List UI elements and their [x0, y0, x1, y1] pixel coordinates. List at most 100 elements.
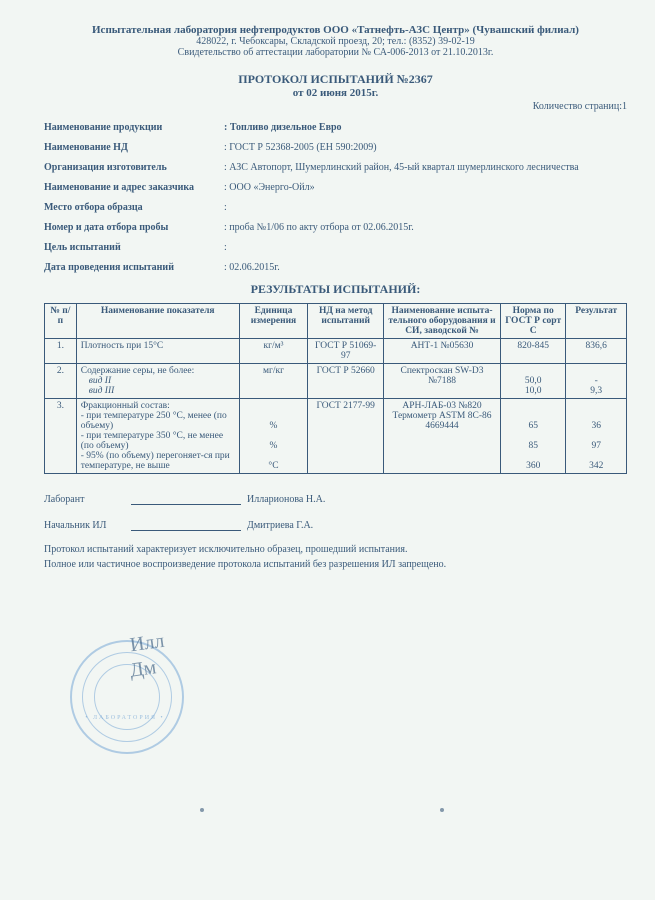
th-number: № п/п	[45, 304, 77, 339]
dot-icon	[200, 808, 204, 812]
field-label: Место отбора образца	[44, 202, 224, 213]
signature-name: Дмитриева Г.А.	[247, 520, 313, 531]
cell-norm: 820-845	[500, 339, 566, 364]
th-nd: НД на метод испытаний	[308, 304, 384, 339]
stamp-text: • ЛАБОРАТОРИЯ •	[70, 715, 180, 721]
field-customer: Наименование и адрес заказчика : ООО «Эн…	[44, 182, 627, 193]
field-nd: Наименование НД : ГОСТ Р 52368-2005 (ЕН …	[44, 142, 627, 153]
cell-text: °С	[268, 461, 278, 471]
stamp-icon	[70, 640, 184, 754]
field-test-date: Дата проведения испытаний : 02.06.2015г.	[44, 262, 627, 273]
signature-name: Илларионова Н.А.	[247, 494, 325, 505]
field-value: : АЗС Автопорт, Шумерлинский район, 45-ы…	[224, 162, 627, 173]
signature-role: Лаборант	[44, 494, 124, 505]
cell-res: 836,6	[566, 339, 627, 364]
cell-unit: % % °С	[239, 399, 308, 474]
cell-text: - 95% (по объему) перегоняет-ся при темп…	[81, 451, 230, 471]
cell-text: 65	[528, 421, 538, 431]
field-label: Наименование продукции	[44, 122, 224, 133]
cell-nd: ГОСТ 2177-99	[308, 399, 384, 474]
field-label: Номер и дата отбора пробы	[44, 222, 224, 233]
cell-name: Содержание серы, не более: вид II вид II…	[76, 364, 239, 399]
cell-text: 50,0	[525, 376, 542, 386]
cell-nd: ГОСТ Р 51069-97	[308, 339, 384, 364]
header-org: Испытательная лаборатория нефтепродуктов…	[44, 24, 627, 36]
cell-text: 97	[591, 441, 601, 451]
cell-text: Фракционный состав:	[81, 401, 170, 411]
cell-unit: мг/кг	[239, 364, 308, 399]
cell-name: Фракционный состав: - при температуре 25…	[76, 399, 239, 474]
header-certificate: Свидетельство об аттестации лаборатории …	[44, 47, 627, 58]
field-value: : проба №1/06 по акту отбора от 02.06.20…	[224, 222, 627, 233]
field-sample-number: Номер и дата отбора пробы : проба №1/06 …	[44, 222, 627, 233]
note-2: Полное или частичное воспроизведение про…	[44, 559, 627, 570]
note-1: Протокол испытаний характеризует исключи…	[44, 544, 627, 555]
field-value: : ГОСТ Р 52368-2005 (ЕН 590:2009)	[224, 142, 627, 153]
field-purpose: Цель испытаний :	[44, 242, 627, 253]
cell-text: 360	[526, 461, 540, 471]
field-label: Цель испытаний	[44, 242, 224, 253]
cell-equip: Спектроскан SW-D3 №7188	[384, 364, 501, 399]
cell-sub: вид II	[81, 376, 111, 386]
dot-icon	[440, 808, 444, 812]
cell-text: 85	[528, 441, 538, 451]
table-row: 1. Плотность при 15°С кг/м³ ГОСТ Р 51069…	[45, 339, 627, 364]
cell-text: 9,3	[590, 386, 602, 396]
protocol-date: от 02 июня 2015г.	[44, 87, 627, 99]
results-title: РЕЗУЛЬТАТЫ ИСПЫТАНИЙ:	[44, 282, 627, 297]
cell-text: - при температуре 350 °С, не менее (по о…	[81, 431, 223, 451]
cell-text: 36	[591, 421, 601, 431]
cell-nd: ГОСТ Р 52660	[308, 364, 384, 399]
field-value: :	[224, 242, 627, 253]
cell-name: Плотность при 15°С	[76, 339, 239, 364]
th-equipment: Наименование испыта-тельного оборудовани…	[384, 304, 501, 339]
field-product: Наименование продукции : Топливо дизельн…	[44, 122, 627, 133]
field-label: Дата проведения испытаний	[44, 262, 224, 273]
field-label: Наименование и адрес заказчика	[44, 182, 224, 193]
signature-lab: Лаборант Илларионова Н.А.	[44, 492, 627, 508]
header-address: 428022, г. Чебоксары, Складской проезд, …	[44, 36, 627, 47]
signature-line	[131, 518, 241, 531]
th-unit: Единица измерения	[239, 304, 308, 339]
cell-sub: вид III	[81, 386, 115, 396]
th-norm: Норма по ГОСТ Р сорт С	[500, 304, 566, 339]
signature-scribble-icon: Илл	[129, 630, 166, 658]
cell-text: -	[595, 376, 598, 386]
cell-n: 2.	[45, 364, 77, 399]
cell-text: 342	[589, 461, 603, 471]
cell-res: - 9,3	[566, 364, 627, 399]
protocol-title: ПРОТОКОЛ ИСПЫТАНИЙ №2367	[44, 72, 627, 87]
field-manufacturer: Организация изготовитель : АЗС Автопорт,…	[44, 162, 627, 173]
cell-text: - при температуре 250 °С, менее (по объе…	[81, 411, 227, 431]
signature-head: Начальник ИЛ Дмитриева Г.А.	[44, 518, 627, 534]
pages-count: Количество страниц:1	[44, 101, 627, 112]
cell-n: 3.	[45, 399, 77, 474]
field-value: : Топливо дизельное Евро	[224, 122, 627, 133]
signature-role: Начальник ИЛ	[44, 520, 124, 531]
cell-text: 10,0	[525, 386, 542, 396]
field-value: : 02.06.2015г.	[224, 262, 627, 273]
th-result: Результат	[566, 304, 627, 339]
cell-equip: АРН-ЛАБ-03 №820 Термометр ASTM 8С-86 466…	[384, 399, 501, 474]
cell-text: Содержание серы, не более:	[81, 366, 195, 376]
page: Испытательная лаборатория нефтепродуктов…	[0, 0, 655, 900]
field-label: Наименование НД	[44, 142, 224, 153]
cell-res: 36 97 342	[566, 399, 627, 474]
results-table: № п/п Наименование показателя Единица из…	[44, 303, 627, 474]
cell-unit: кг/м³	[239, 339, 308, 364]
th-name: Наименование показателя	[76, 304, 239, 339]
table-row: 2. Содержание серы, не более: вид II вид…	[45, 364, 627, 399]
field-label: Организация изготовитель	[44, 162, 224, 173]
field-value: : ООО «Энерго-Ойл»	[224, 182, 627, 193]
cell-n: 1.	[45, 339, 77, 364]
field-sampling-place: Место отбора образца :	[44, 202, 627, 213]
signatures-block: Лаборант Илларионова Н.А. Начальник ИЛ Д…	[44, 492, 627, 570]
signature-line	[131, 492, 241, 505]
signature-scribble-icon: Дм	[129, 656, 158, 682]
cell-norm: 65 85 360	[500, 399, 566, 474]
cell-norm: 50,0 10,0	[500, 364, 566, 399]
table-row: 3. Фракционный состав: - при температуре…	[45, 399, 627, 474]
cell-text: %	[270, 441, 278, 451]
cell-equip: АНТ-1 №05630	[384, 339, 501, 364]
table-header-row: № п/п Наименование показателя Единица из…	[45, 304, 627, 339]
